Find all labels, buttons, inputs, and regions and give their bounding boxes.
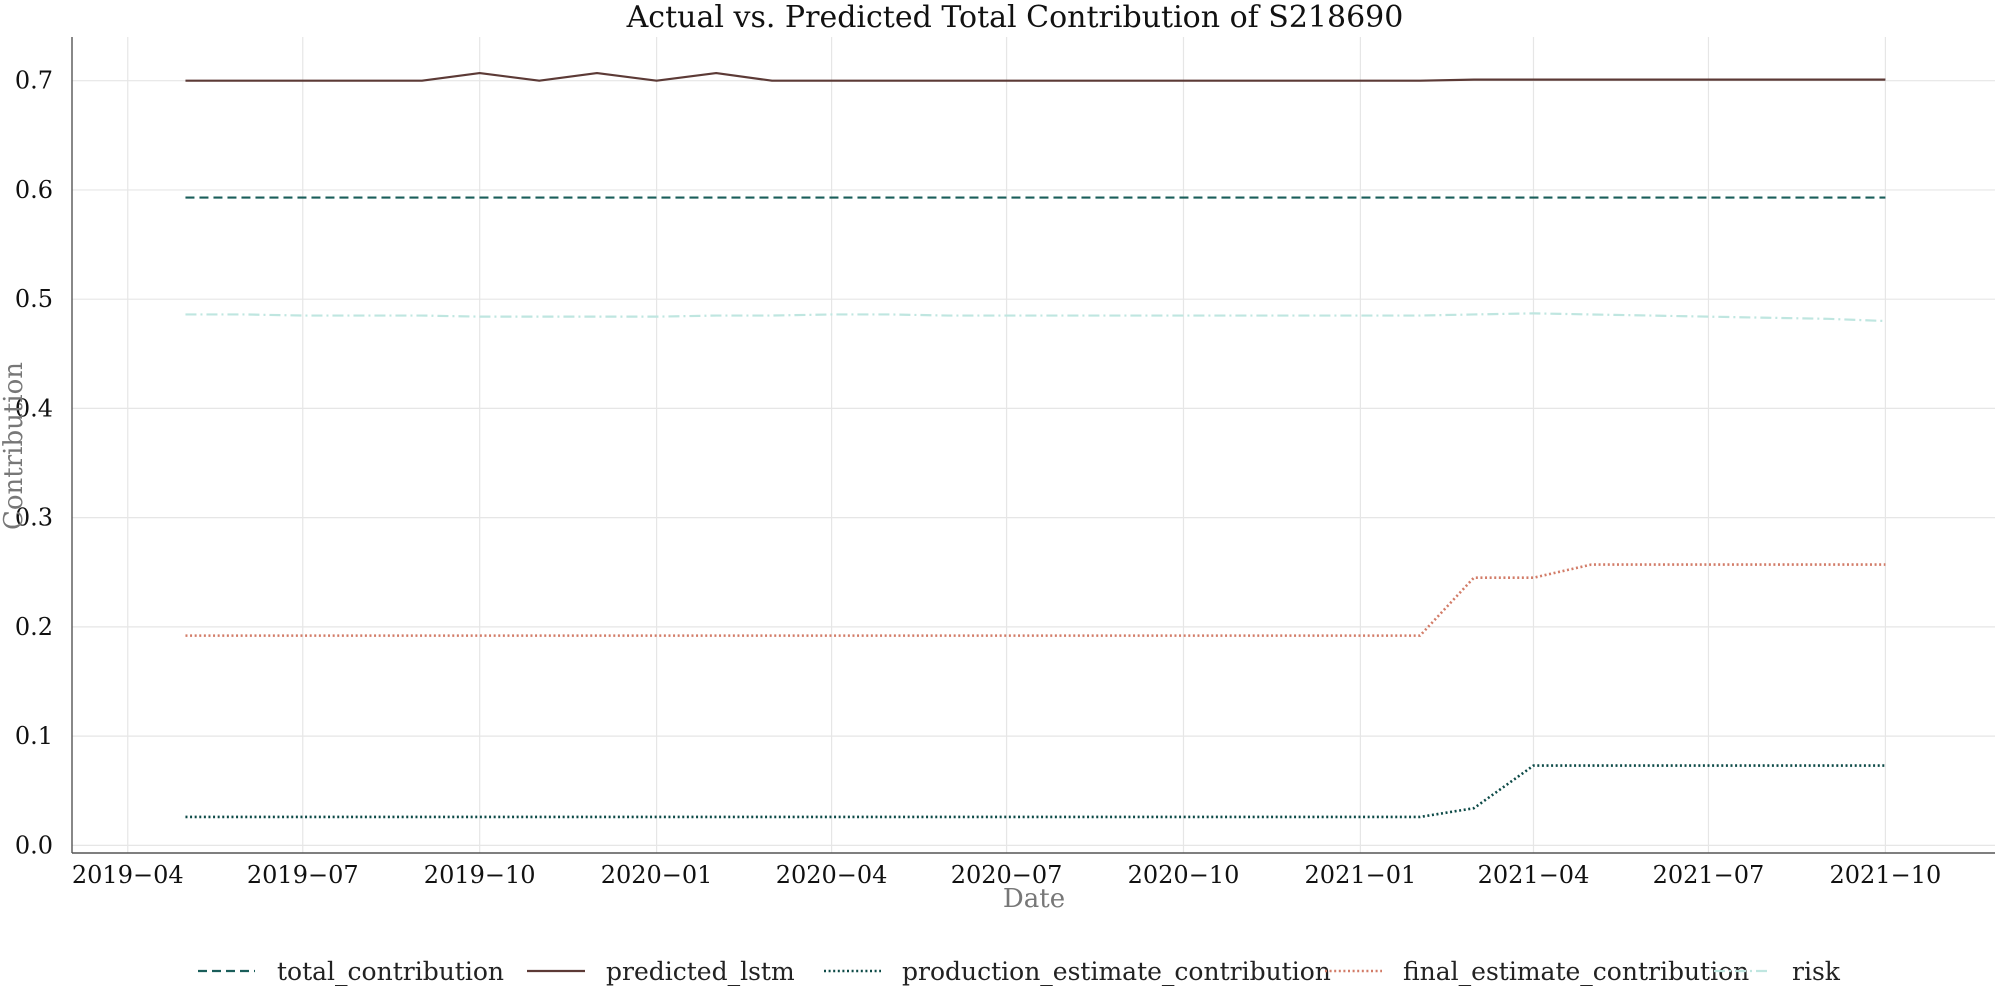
ticks-layer: 2019−04 2019−07 2019−10 2020−01 2020−04 2020−… bbox=[15, 67, 1941, 889]
legend-item-predicted-lstm: predicted_lstm bbox=[527, 957, 795, 986]
series-line-risk bbox=[185, 312, 1886, 323]
legend-item-final-estimate-contribution: final_estimate_contribution bbox=[1325, 957, 1749, 986]
series-layer bbox=[185, 71, 1886, 819]
legend-label: total_contribution bbox=[277, 957, 504, 986]
legend-item-risk: risk bbox=[1714, 957, 1841, 986]
x-tick-label: 2021−07 bbox=[1653, 861, 1765, 889]
legend: total_contribution predicted_lstm producti… bbox=[198, 957, 1841, 986]
y-tick-label: 0.2 bbox=[15, 613, 53, 641]
series-line-final-estimate-contribution bbox=[185, 563, 1886, 637]
legend-item-production-estimate-contribution: production_estimate_contribution bbox=[824, 957, 1331, 986]
legend-label: production_estimate_contribution bbox=[902, 957, 1331, 986]
legend-item-total-contribution: total_contribution bbox=[198, 957, 504, 986]
legend-label: final_estimate_contribution bbox=[1403, 957, 1749, 986]
x-tick-label: 2019−07 bbox=[247, 861, 359, 889]
chart-title: Actual vs. Predicted Total Contribution … bbox=[626, 0, 1404, 35]
x-axis-title: Date bbox=[1003, 884, 1065, 914]
x-tick-label: 2020−04 bbox=[776, 861, 888, 889]
x-tick-label: 2019−10 bbox=[424, 861, 536, 889]
x-tick-label: 2021−04 bbox=[1478, 861, 1590, 889]
y-tick-label: 0.5 bbox=[15, 285, 53, 313]
legend-label: risk bbox=[1792, 957, 1841, 986]
y-tick-label: 0.1 bbox=[15, 722, 53, 750]
grid-layer bbox=[72, 37, 1995, 853]
x-tick-label: 2021−10 bbox=[1830, 861, 1942, 889]
y-axis-title: Contribution bbox=[0, 362, 29, 530]
x-tick-label: 2019−04 bbox=[72, 861, 184, 889]
y-tick-label: 0.7 bbox=[15, 67, 53, 95]
y-tick-label: 0.6 bbox=[15, 176, 53, 204]
axes-layer bbox=[71, 37, 1995, 854]
y-tick-label: 0.4 bbox=[15, 394, 53, 422]
x-tick-label: 2021−01 bbox=[1305, 861, 1417, 889]
series-line-predicted-lstm bbox=[185, 71, 1886, 82]
x-tick-label: 2020−01 bbox=[601, 861, 713, 889]
legend-label: predicted_lstm bbox=[606, 957, 795, 986]
series-line-production-estimate-contribution bbox=[185, 764, 1886, 819]
x-tick-label: 2020−10 bbox=[1128, 861, 1240, 889]
x-tick-label: 2020−07 bbox=[951, 861, 1063, 889]
y-tick-label: 0.0 bbox=[15, 831, 53, 859]
y-tick-label: 0.3 bbox=[15, 504, 53, 532]
